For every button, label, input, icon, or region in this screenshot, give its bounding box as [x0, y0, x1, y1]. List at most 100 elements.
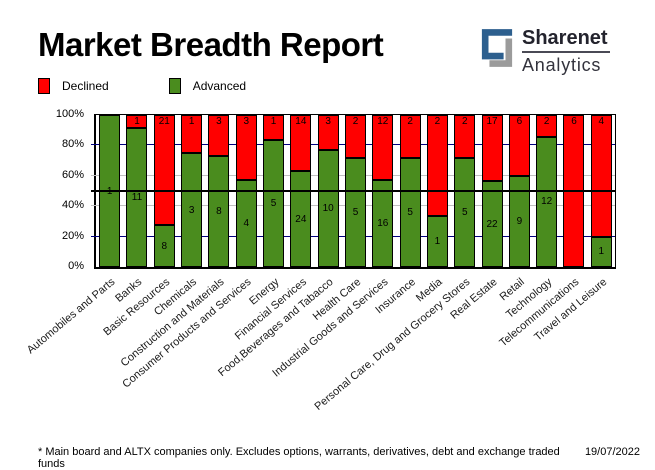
- bar-segment-declined: 2: [426, 115, 448, 217]
- bar-segment-declined: 12: [372, 115, 394, 181]
- declined-value-label: 6: [516, 116, 523, 128]
- bar-segment-advanced: 8: [208, 156, 230, 267]
- advanced-value-label: 5: [407, 207, 413, 219]
- bar-column: 14 24 Financial Services: [232, 115, 312, 343]
- advanced-value-label: 8: [216, 206, 222, 218]
- bar-segment-advanced: 11: [126, 127, 148, 267]
- bar-segment-advanced: 9: [508, 175, 530, 267]
- declined-value-label: 12: [377, 116, 389, 128]
- declined-value-label: 1: [188, 116, 195, 127]
- bar-segment-declined: 2: [344, 115, 366, 159]
- bar-segment-advanced: 16: [372, 180, 394, 267]
- bar-segment-declined: 2: [454, 115, 476, 159]
- y-tick-label: 80%: [61, 138, 84, 151]
- legend: Declined Advanced: [38, 78, 246, 94]
- bar-column: 1 5 Energy: [247, 115, 285, 308]
- bar-segment-declined: 1: [263, 115, 285, 141]
- sharenet-logo-icon: [481, 29, 513, 67]
- bar-segment-declined: 3: [317, 115, 339, 151]
- bar-segment-advanced: 5: [263, 140, 285, 267]
- bar-segment-declined: 14: [290, 115, 312, 171]
- advanced-value-label: 8: [161, 240, 168, 252]
- bar-segment-advanced: 8: [153, 225, 175, 267]
- legend-declined-label: Declined: [62, 79, 109, 93]
- bar-segment-advanced: 1: [426, 216, 448, 267]
- brand-name: Sharenet: [522, 27, 610, 53]
- bar-segment-advanced: 5: [454, 158, 476, 267]
- bar-column: 2 12 Technology: [504, 115, 558, 321]
- bar-segment-advanced: 3: [181, 153, 203, 267]
- declined-value-label: 1: [270, 116, 277, 128]
- bar-segment-declined: 6: [508, 115, 530, 176]
- bar-column: 2 5 Insurance: [373, 115, 421, 316]
- advanced-value-label: 16: [377, 218, 389, 230]
- declined-value-label: 1: [134, 116, 140, 128]
- bar-segment-advanced: 10: [317, 150, 339, 267]
- footer: * Main board and ALTX companies only. Ex…: [38, 446, 640, 470]
- declined-value-label: 17: [486, 116, 498, 128]
- advanced-value-label: 5: [461, 207, 468, 219]
- footnote: * Main board and ALTX companies only. Ex…: [38, 446, 560, 470]
- advanced-value-label: 5: [352, 207, 359, 219]
- brand-logo: Sharenet Analytics: [480, 27, 610, 75]
- bar-column: 17 22 Real Estate: [448, 115, 503, 322]
- advanced-value-label: 5: [270, 198, 277, 210]
- bar-segment-advanced: 12: [536, 136, 558, 267]
- advanced-value-label: 9: [516, 215, 523, 227]
- category-label: Automobiles and Parts: [24, 276, 118, 357]
- bar-column: 1 3 Chemicals: [152, 115, 203, 318]
- advanced-value-label: 1: [598, 246, 605, 258]
- bar-segment-declined: 21: [153, 115, 175, 226]
- declined-value-label: 2: [407, 116, 413, 128]
- bar-segment-declined: 3: [208, 115, 230, 157]
- declined-value-label: 3: [325, 116, 331, 128]
- brand-subtitle: Analytics: [522, 55, 602, 75]
- bar-segment-declined: 2: [399, 115, 421, 159]
- bar-segment-declined: 1: [126, 115, 148, 128]
- legend-item-advanced: Advanced: [168, 78, 247, 94]
- declined-value-label: 3: [243, 116, 249, 128]
- y-tick-label: 40%: [61, 199, 84, 212]
- declined-value-label: 14: [295, 116, 307, 127]
- declined-value-label: 2: [461, 116, 468, 128]
- declined-value-label: 4: [598, 116, 605, 128]
- bar-column: 21 8 Basic Resources: [101, 115, 175, 338]
- y-tick-label: 0%: [68, 260, 84, 272]
- bar-segment-advanced: 5: [399, 158, 421, 267]
- advanced-value-label: 12: [541, 196, 553, 208]
- midline-50: [91, 190, 615, 192]
- bar-column: 6 9 Retail: [498, 115, 530, 303]
- declined-value-label: 2: [434, 116, 441, 128]
- bar-segment-declined: 1: [181, 115, 203, 153]
- advanced-value-label: 11: [131, 191, 143, 203]
- legend-advanced-label: Advanced: [192, 79, 247, 93]
- bar-column: 3 8 Construction and Materials: [119, 115, 230, 369]
- brand-logo-text: Sharenet Analytics: [522, 27, 610, 75]
- bar-segment-declined: 4: [590, 115, 612, 237]
- declined-value-label: 3: [216, 116, 222, 128]
- bar-segment-advanced: 24: [290, 171, 312, 267]
- declined-swatch-icon: [38, 78, 50, 94]
- y-tick-label: 20%: [61, 229, 84, 242]
- y-tick-label: 60%: [61, 168, 84, 181]
- declined-value-label: 21: [158, 116, 170, 128]
- bar-column: 1 11 Banks: [114, 115, 148, 305]
- bar-segment-advanced: 5: [344, 158, 366, 267]
- y-tick-label: 100%: [55, 108, 84, 120]
- bar-segment-advanced: 22: [481, 181, 503, 267]
- advanced-value-label: 3: [188, 204, 195, 216]
- advanced-value-label: 4: [243, 218, 249, 230]
- bar-segment-declined: 2: [536, 115, 558, 137]
- bar-column: 3 10 Food,Beverages and Tabacco: [216, 115, 339, 379]
- declined-value-label: 2: [352, 116, 359, 128]
- bar-segment-advanced: 1: [590, 236, 612, 267]
- advanced-value-label: 1: [434, 236, 441, 248]
- advanced-value-label: 22: [486, 218, 498, 230]
- bar-segment-declined: 17: [481, 115, 503, 182]
- legend-item-declined: Declined: [38, 78, 109, 94]
- declined-value-label: 2: [543, 116, 550, 128]
- bar-column: 4 1 Travel and Leisure: [532, 115, 612, 343]
- advanced-value-label: 10: [322, 203, 334, 215]
